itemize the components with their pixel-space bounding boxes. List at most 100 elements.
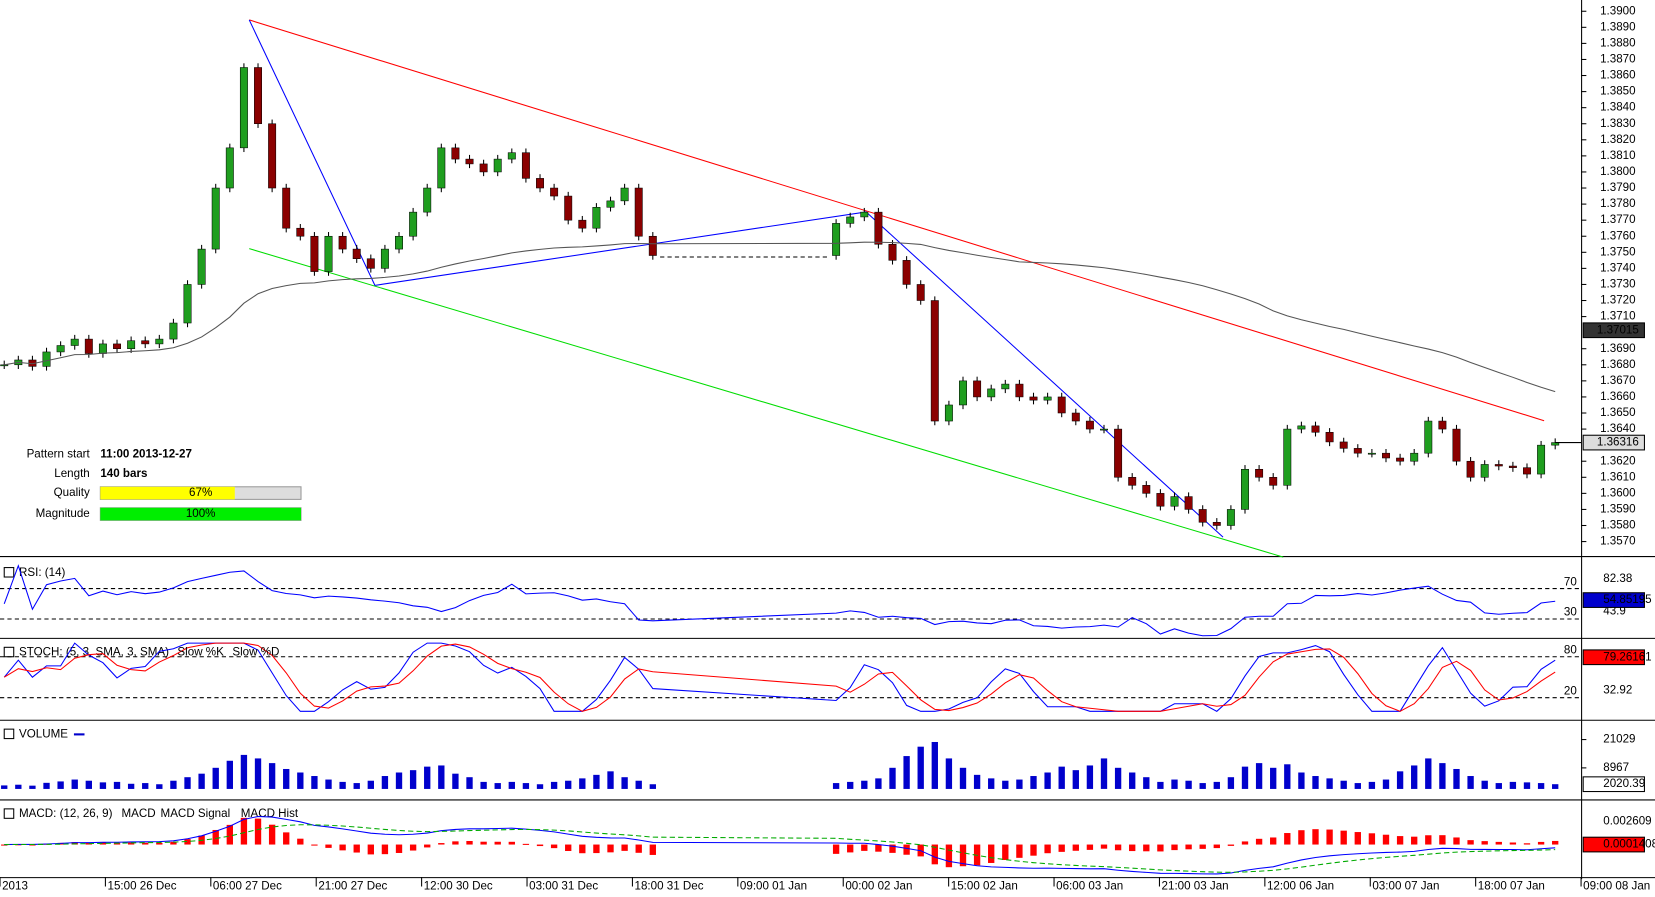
candle bbox=[84, 338, 93, 354]
volume-bar bbox=[889, 767, 896, 789]
macd-hist bbox=[649, 844, 656, 855]
volume-bar bbox=[1552, 784, 1559, 789]
macd-hist bbox=[1382, 834, 1390, 845]
candle bbox=[634, 187, 643, 237]
legend-k: Slow %K bbox=[177, 647, 224, 659]
candle bbox=[211, 187, 220, 250]
volume-bar bbox=[142, 783, 149, 789]
y-tick-label: 1.3570 bbox=[1600, 536, 1635, 548]
y-tick-label: 1.3590 bbox=[1600, 504, 1635, 516]
volume-bar bbox=[15, 784, 22, 789]
volume-bar bbox=[1326, 778, 1333, 789]
volume-bar bbox=[1171, 779, 1178, 789]
volume-bar bbox=[1411, 765, 1418, 789]
volume-bar bbox=[903, 756, 910, 789]
candle bbox=[1114, 428, 1123, 478]
volume-bar bbox=[508, 781, 515, 789]
candle bbox=[1198, 509, 1207, 523]
volume-bar bbox=[1523, 782, 1531, 789]
macd-hist bbox=[127, 842, 135, 845]
macd-hist bbox=[353, 844, 360, 853]
macd-hist bbox=[424, 844, 431, 848]
volume-bar bbox=[1185, 780, 1192, 789]
macd-hist bbox=[170, 841, 177, 845]
x-tick-label: 00:00 02 Jan bbox=[845, 881, 912, 893]
candle bbox=[366, 258, 375, 269]
y-tick-label: 21029 bbox=[1603, 734, 1635, 746]
candle bbox=[846, 216, 855, 224]
macd-hist bbox=[381, 844, 389, 855]
volume-bar bbox=[945, 758, 953, 789]
candle bbox=[1142, 485, 1151, 494]
candle bbox=[1283, 428, 1292, 486]
panel-box bbox=[3, 728, 15, 740]
macd-hist bbox=[579, 844, 586, 854]
volume-bar bbox=[212, 767, 219, 789]
macd-hist bbox=[438, 843, 445, 845]
y-tick-label: 1.3790 bbox=[1600, 182, 1635, 194]
macd-hist bbox=[1439, 835, 1446, 845]
macd-hist bbox=[283, 832, 290, 845]
x-tick-label: 09:00 01 Jan bbox=[740, 881, 807, 893]
macd-hist bbox=[1058, 844, 1065, 852]
volume-bar bbox=[1002, 780, 1009, 789]
volume-bar bbox=[240, 754, 248, 789]
macd-hist bbox=[99, 842, 107, 845]
macd-hist bbox=[1425, 835, 1432, 845]
y-tick-label: 1.3800 bbox=[1600, 166, 1635, 178]
candle bbox=[1241, 468, 1249, 510]
volume-bar bbox=[127, 783, 135, 789]
macd-hist bbox=[1157, 844, 1164, 852]
candle bbox=[1494, 464, 1503, 467]
macd-hist bbox=[184, 839, 191, 845]
volume-bar bbox=[198, 773, 205, 789]
panel-title: VOLUME bbox=[19, 728, 68, 740]
candle bbox=[254, 67, 262, 125]
macd-hist bbox=[847, 844, 854, 853]
candle bbox=[1508, 465, 1517, 468]
candle bbox=[1029, 396, 1038, 401]
candle bbox=[479, 163, 488, 173]
macd-hist bbox=[254, 818, 262, 845]
macd-hist bbox=[861, 844, 868, 851]
macd-hist bbox=[1100, 844, 1108, 849]
y-tick-label: 1.3710 bbox=[1600, 311, 1635, 323]
candle bbox=[493, 158, 502, 173]
macd-hist bbox=[325, 844, 332, 848]
candle bbox=[1170, 496, 1179, 507]
candle bbox=[1255, 468, 1264, 478]
candle bbox=[1382, 452, 1390, 459]
candle bbox=[380, 248, 389, 269]
candle bbox=[1523, 467, 1531, 475]
x-tick-label: 2013 bbox=[2, 881, 28, 893]
rsi-line bbox=[3, 564, 1556, 637]
macd-hist bbox=[1, 844, 8, 846]
y-tick-label: 1.3600 bbox=[1600, 487, 1635, 499]
macd-hist bbox=[1199, 844, 1206, 849]
meter-bar bbox=[100, 486, 235, 500]
candle bbox=[324, 235, 333, 272]
macd-hist bbox=[522, 843, 530, 845]
y-tick-label: 1.3690 bbox=[1600, 343, 1635, 355]
macd-hist bbox=[71, 842, 78, 845]
y-tick-label: 1.3770 bbox=[1600, 214, 1635, 226]
side-label: 54.85195 bbox=[1603, 594, 1651, 606]
x-tick-label: 21:00 27 Dec bbox=[318, 881, 387, 893]
candle bbox=[1410, 452, 1419, 462]
volume-bar bbox=[875, 778, 882, 789]
volume-bar bbox=[466, 777, 473, 789]
x-tick-label: 21:00 03 Jan bbox=[1162, 881, 1229, 893]
volume-bar bbox=[85, 780, 92, 789]
candle bbox=[1367, 452, 1376, 455]
volume-bar bbox=[353, 783, 360, 789]
macd-hist bbox=[1453, 837, 1460, 845]
side-label: 79.26161 bbox=[1603, 651, 1651, 663]
macd-hist bbox=[156, 842, 163, 845]
volume-bar bbox=[649, 784, 656, 789]
candle bbox=[1452, 428, 1461, 462]
volume-bar bbox=[1255, 763, 1263, 789]
volume-bar bbox=[367, 780, 374, 789]
x-tick-label: 15:00 26 Dec bbox=[108, 881, 177, 893]
macd-hist bbox=[1171, 844, 1178, 851]
